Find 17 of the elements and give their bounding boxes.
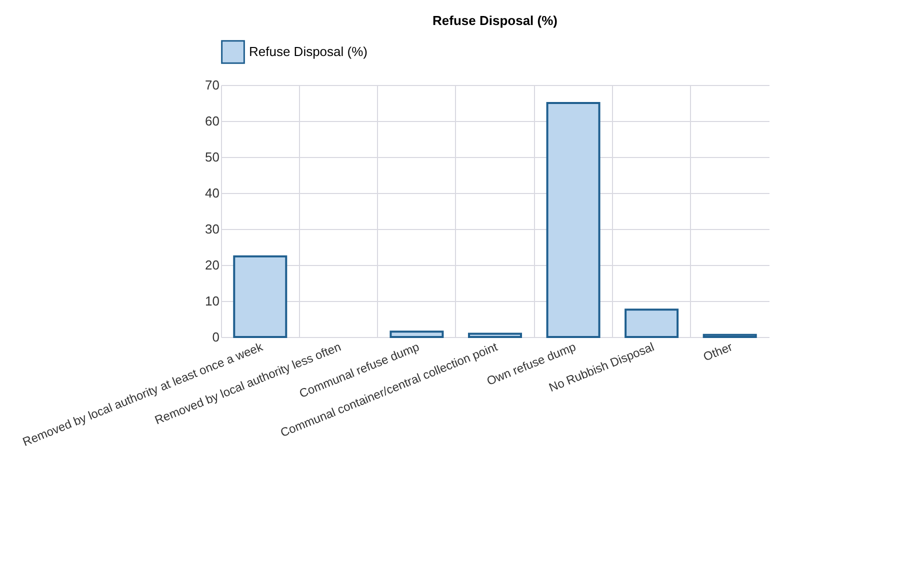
y-tick-label: 60: [205, 114, 220, 128]
y-tick-label: 10: [205, 294, 220, 308]
y-tick-label: 20: [205, 258, 220, 272]
bar: [702, 334, 757, 338]
bar: [390, 330, 444, 338]
y-tick-label: 70: [205, 78, 220, 92]
bar: [468, 332, 522, 338]
bar: [624, 308, 679, 338]
bar: [233, 255, 288, 338]
y-tick-label: 40: [205, 186, 220, 200]
x-tick-label: Other: [701, 340, 734, 364]
bar: [546, 102, 600, 338]
y-tick-label: 30: [205, 222, 220, 236]
y-tick-label: 0: [212, 330, 220, 344]
chart-title: Refuse Disposal (%): [432, 13, 558, 28]
legend-label: Refuse Disposal (%): [249, 44, 368, 59]
y-tick-label: 50: [205, 150, 220, 164]
